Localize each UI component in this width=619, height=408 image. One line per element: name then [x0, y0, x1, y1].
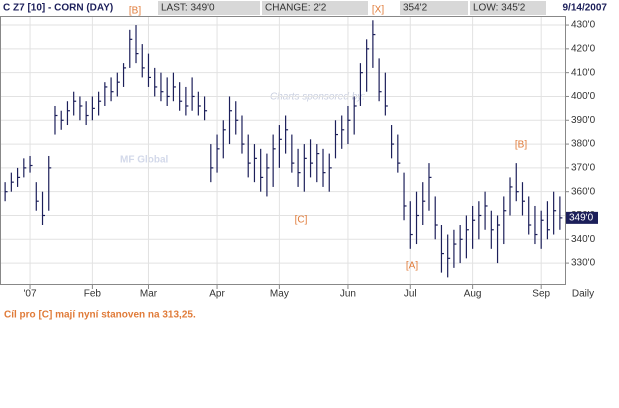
header-last: LAST: 349'0 [161, 3, 215, 14]
x-tick-label: Apr [209, 289, 225, 300]
header-high: 354'2 [403, 3, 428, 14]
annotation: [C] [295, 215, 308, 226]
header-box [470, 1, 546, 15]
x-tick-label: Feb [84, 289, 102, 300]
x-tick-label: Jul [404, 289, 417, 300]
y-tick-label: 330'0 [571, 258, 596, 269]
header-date: 9/14/2007 [563, 3, 608, 14]
annotation: [B] [129, 6, 141, 17]
chart-title: C Z7 [10] - CORN (DAY) [3, 3, 113, 14]
y-tick-label: 400'0 [571, 91, 596, 102]
x-tick-label: Mar [140, 289, 158, 300]
y-tick-label: 420'0 [571, 43, 596, 54]
x-tick-label: May [270, 289, 289, 300]
header-low: LOW: 345'2 [473, 3, 526, 14]
header-box [262, 1, 368, 15]
y-tick-label: 340'0 [571, 234, 596, 245]
annotation: [A] [406, 261, 418, 272]
x-tick-label: Jun [340, 289, 356, 300]
y-tick-label: 370'0 [571, 163, 596, 174]
y-tick-label: 410'0 [571, 67, 596, 78]
last-price-label: 349'0 [569, 213, 594, 224]
y-tick-label: 380'0 [571, 139, 596, 150]
caption: Cíl pro [C] mají nyní stanoven na 313,25… [4, 310, 196, 321]
header-box [158, 1, 260, 15]
annotation: [B] [515, 140, 527, 151]
period-label: Daily [572, 289, 594, 300]
x-tick-label: Aug [464, 289, 482, 300]
x-tick-label: Sep [532, 289, 550, 300]
x-tick-label: '07 [24, 289, 37, 300]
watermark-brand: MF Global [120, 155, 169, 166]
header-change: CHANGE: 2'2 [265, 3, 327, 14]
watermark-sponsor: Charts sponsored by: [270, 92, 365, 103]
y-tick-label: 360'0 [571, 186, 596, 197]
y-tick-label: 390'0 [571, 115, 596, 126]
annotation: [X] [372, 5, 384, 16]
y-tick-label: 430'0 [571, 20, 596, 31]
last-price-box [566, 211, 598, 224]
plot-area [0, 16, 566, 285]
header-box [400, 1, 468, 15]
